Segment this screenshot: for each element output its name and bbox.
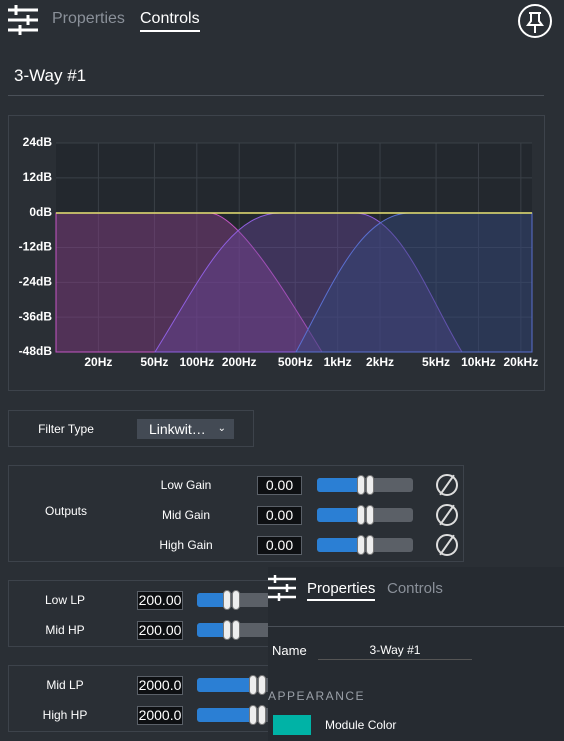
name-field[interactable]: 3-Way #1 (318, 641, 472, 660)
tab-active[interactable]: Properties (307, 580, 376, 601)
input[interactable]: 0.00 (257, 506, 302, 525)
label: Low Gain (160, 478, 212, 492)
x-tick-label: 5kHz (422, 355, 450, 369)
tab[interactable]: Controls (387, 580, 443, 597)
label: Outputs (44, 504, 88, 518)
label: Mid HP (45, 623, 85, 637)
slider[interactable] (317, 475, 413, 495)
input[interactable]: 2000.0 (137, 676, 183, 695)
input[interactable]: 0.00 (257, 536, 302, 555)
x-tick-label: 100Hz (179, 355, 214, 369)
pin-button[interactable] (517, 3, 553, 39)
x-tick-label: 2kHz (366, 355, 394, 369)
select[interactable]: Linkwit… ⌄ (137, 419, 234, 439)
tab[interactable]: Properties (52, 10, 125, 27)
x-tick-label: 20Hz (84, 355, 112, 369)
label: Name (272, 643, 307, 658)
x-tick-label: 1kHz (324, 355, 352, 369)
x-tick-label: 50Hz (140, 355, 168, 369)
bypass-button[interactable] (436, 534, 458, 556)
section-heading: APPEARANCE (268, 689, 366, 703)
y-tick-label: -24dB (19, 275, 53, 289)
filter-panel (8, 410, 254, 447)
y-tick-label: -48dB (19, 344, 53, 358)
input[interactable]: 200.00 (137, 621, 183, 640)
label: Filter Type (38, 422, 94, 436)
label: High Gain (159, 538, 213, 552)
tab-active[interactable]: Controls (140, 10, 200, 32)
x-tick-label: 500Hz (278, 355, 313, 369)
module-title: 3-Way #1 (14, 66, 87, 85)
slider[interactable] (317, 505, 413, 525)
x-tick-label: 20kHz (504, 355, 539, 369)
bypass-button[interactable] (436, 504, 458, 526)
outputs-panel (8, 465, 464, 562)
x-tick-label: 200Hz (222, 355, 257, 369)
select-value: Linkwit… (149, 421, 206, 437)
label: Module Color (325, 718, 397, 732)
controls-icon (268, 575, 296, 601)
label: Mid Gain (161, 508, 211, 522)
overlay-panel: Properties Controls Name 3-Way #1 APPEAR… (268, 567, 564, 741)
y-tick-label: -12dB (19, 240, 53, 254)
label: Low LP (44, 593, 86, 607)
bypass-button[interactable] (436, 474, 458, 496)
x-tick-label: 10kHz (461, 355, 496, 369)
y-tick-label: -36dB (19, 309, 53, 323)
label: High HP (42, 708, 88, 722)
y-tick-label: 12dB (23, 170, 53, 184)
response-chart: 24dB 12dB 0dB -12dB -24dB -36dB -48dB 20Hz 50Hz 1… (19, 135, 539, 369)
input[interactable]: 0.00 (257, 476, 302, 495)
y-tick-label: 0dB (29, 205, 52, 219)
slider[interactable] (317, 535, 413, 555)
chart-panel (8, 115, 545, 391)
controls-icon (8, 5, 38, 35)
input[interactable]: 2000.0 (137, 706, 183, 725)
divider (268, 626, 564, 627)
color-swatch[interactable] (273, 715, 311, 735)
label: Mid LP (46, 678, 84, 692)
y-tick-label: 24dB (23, 135, 53, 149)
input[interactable]: 200.00 (137, 591, 183, 610)
divider (8, 95, 544, 96)
